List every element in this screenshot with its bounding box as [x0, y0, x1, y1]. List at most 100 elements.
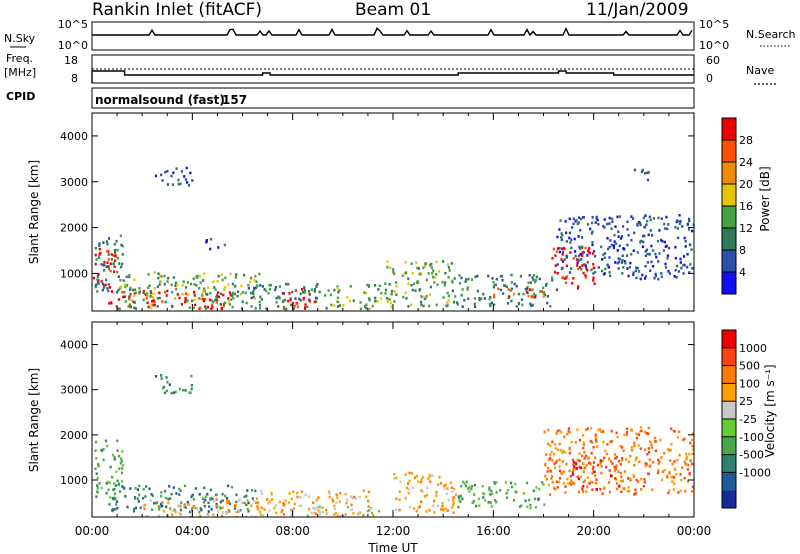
data-cell [595, 217, 598, 220]
data-cell [550, 450, 553, 454]
data-cell [425, 295, 428, 298]
data-cell [447, 275, 450, 279]
data-cell [107, 289, 110, 293]
data-cell [431, 474, 434, 478]
data-cell [389, 301, 392, 305]
data-cell [112, 508, 115, 511]
y-tick-label: 4000 [60, 339, 88, 352]
data-cell [170, 492, 173, 496]
beam-title: Beam 01 [355, 0, 432, 20]
data-cell [645, 248, 648, 252]
data-cell [622, 487, 625, 490]
data-cell [592, 263, 595, 266]
data-cell [645, 223, 648, 226]
data-cell [562, 482, 566, 485]
data-cell [620, 261, 623, 264]
data-cell [388, 283, 391, 286]
data-cell [205, 239, 208, 242]
data-cell [570, 479, 573, 482]
data-cell [192, 290, 196, 294]
data-cell [549, 469, 552, 473]
data-cell [167, 498, 170, 501]
data-cell [120, 243, 123, 247]
power-frame [91, 112, 695, 312]
data-cell [160, 491, 163, 494]
data-cell [565, 281, 568, 285]
data-cell [342, 304, 345, 307]
data-cell [227, 484, 230, 488]
data-cell [133, 301, 136, 304]
data-cell [219, 500, 222, 504]
data-cell [531, 276, 534, 279]
data-cell [215, 498, 218, 501]
data-cell [639, 447, 642, 450]
data-cell [637, 433, 641, 436]
data-cell [644, 275, 647, 278]
data-cell [600, 465, 603, 468]
data-cell [565, 264, 568, 268]
data-cell [551, 276, 554, 279]
data-cell [467, 487, 470, 490]
data-cell [647, 447, 650, 450]
data-cell [608, 490, 611, 494]
data-cell [325, 306, 328, 310]
data-cell [161, 300, 164, 303]
data-cell [160, 173, 163, 177]
data-cell [100, 486, 103, 490]
freq-tick-bottom: 8 [71, 72, 78, 85]
data-cell [517, 301, 521, 305]
data-cell [582, 271, 585, 275]
data-cell [410, 472, 413, 475]
data-cell [94, 440, 98, 444]
data-cell [317, 509, 320, 512]
data-cell [94, 449, 97, 452]
data-cell [692, 223, 694, 227]
data-cell [581, 264, 584, 267]
data-cell [488, 302, 491, 306]
data-cell [684, 245, 687, 248]
data-cell [337, 305, 340, 308]
data-cell [556, 250, 559, 253]
data-cell [656, 239, 660, 243]
data-cell [367, 285, 371, 288]
data-cell [134, 288, 137, 291]
data-cell [666, 227, 669, 231]
data-cell [581, 254, 584, 258]
data-cell [113, 458, 116, 461]
data-cell [671, 462, 674, 466]
data-cell [621, 272, 624, 275]
data-cell [689, 458, 692, 462]
data-cell [591, 221, 594, 225]
data-cell [151, 296, 155, 299]
data-cell [404, 261, 407, 264]
data-cell [191, 179, 194, 182]
data-cell [333, 513, 336, 516]
data-cell [601, 258, 604, 261]
data-cell [282, 307, 285, 310]
data-cell [591, 481, 594, 484]
data-cell [336, 286, 339, 290]
data-cell [462, 480, 465, 484]
data-cell [183, 484, 187, 488]
data-cell [317, 496, 320, 499]
data-cell [268, 284, 271, 287]
data-cell [652, 217, 655, 220]
colorbar-tick-label: 100 [739, 377, 760, 390]
data-cell [157, 276, 160, 280]
data-cell [346, 296, 349, 299]
data-cell [104, 439, 108, 443]
data-cell [415, 261, 418, 264]
data-cell [647, 432, 650, 436]
data-cell [609, 274, 612, 278]
data-cell [478, 298, 481, 302]
data-cell [321, 510, 325, 514]
data-cell [431, 272, 434, 275]
data-cell [154, 174, 157, 178]
data-cell [417, 267, 421, 270]
data-cell [114, 254, 117, 257]
data-cell [359, 301, 362, 304]
data-cell [515, 284, 518, 288]
data-cell [551, 459, 554, 462]
data-cell [367, 297, 371, 300]
data-cell [107, 488, 110, 492]
